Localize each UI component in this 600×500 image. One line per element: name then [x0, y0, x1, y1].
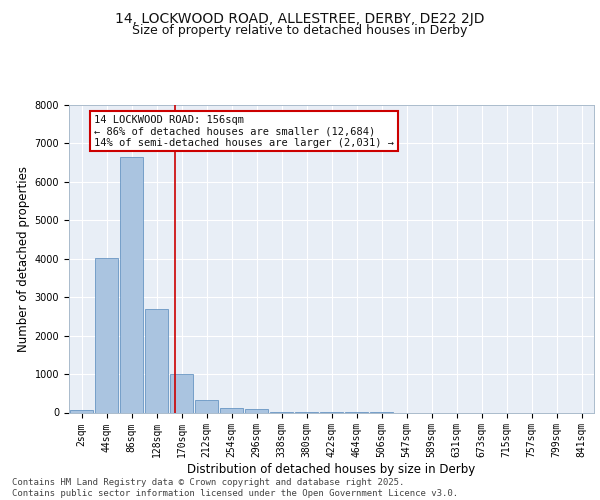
Text: 14 LOCKWOOD ROAD: 156sqm
← 86% of detached houses are smaller (12,684)
14% of se: 14 LOCKWOOD ROAD: 156sqm ← 86% of detach… [94, 114, 394, 148]
X-axis label: Distribution of detached houses by size in Derby: Distribution of detached houses by size … [187, 463, 476, 476]
Bar [119, 157, 143, 412]
Bar [70, 410, 94, 412]
Text: Contains HM Land Registry data © Crown copyright and database right 2025.
Contai: Contains HM Land Registry data © Crown c… [12, 478, 458, 498]
Text: Size of property relative to detached houses in Derby: Size of property relative to detached ho… [133, 24, 467, 37]
Text: 14, LOCKWOOD ROAD, ALLESTREE, DERBY, DE22 2JD: 14, LOCKWOOD ROAD, ALLESTREE, DERBY, DE2… [115, 12, 485, 26]
Bar [220, 408, 244, 412]
Bar [170, 374, 193, 412]
Bar [95, 258, 118, 412]
Bar [245, 410, 268, 412]
Bar [194, 400, 218, 412]
Y-axis label: Number of detached properties: Number of detached properties [17, 166, 31, 352]
Bar [145, 310, 169, 412]
